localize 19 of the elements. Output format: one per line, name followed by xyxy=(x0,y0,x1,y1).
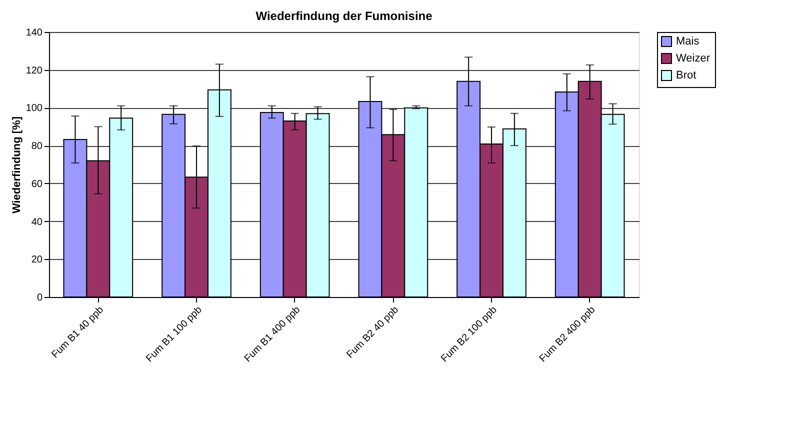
y-tick-label: 40 xyxy=(31,216,43,228)
x-tick-label: Fum B1 40 ppb xyxy=(50,304,106,361)
y-tick-label: 60 xyxy=(31,178,43,190)
legend-label: Weizer xyxy=(676,52,710,64)
y-tick-label: 120 xyxy=(26,65,43,76)
y-axis-title: Wiederfindung [%] xyxy=(10,116,23,214)
y-tick-label: 20 xyxy=(31,254,43,266)
legend-label: Mais xyxy=(676,36,700,48)
y-tick-label: 100 xyxy=(26,103,43,114)
x-tick-label: Fum B1 400 ppb xyxy=(242,304,303,365)
x-tick-label: Fum B2 40 ppb xyxy=(344,304,402,361)
y-tick-label: 80 xyxy=(31,141,43,152)
x-tick-label: Fum B1 100 ppb xyxy=(144,304,205,365)
y-tick-label: 140 xyxy=(26,28,43,38)
x-tick-label: Fum B2 100 ppb xyxy=(439,304,500,365)
x-tick-label: Fum B2 400 ppb xyxy=(538,304,598,365)
legend-label: Brot xyxy=(676,70,696,82)
chart-title: Wiederfindung der Fumonisine xyxy=(256,9,433,23)
y-tick-label: 0 xyxy=(36,292,43,304)
